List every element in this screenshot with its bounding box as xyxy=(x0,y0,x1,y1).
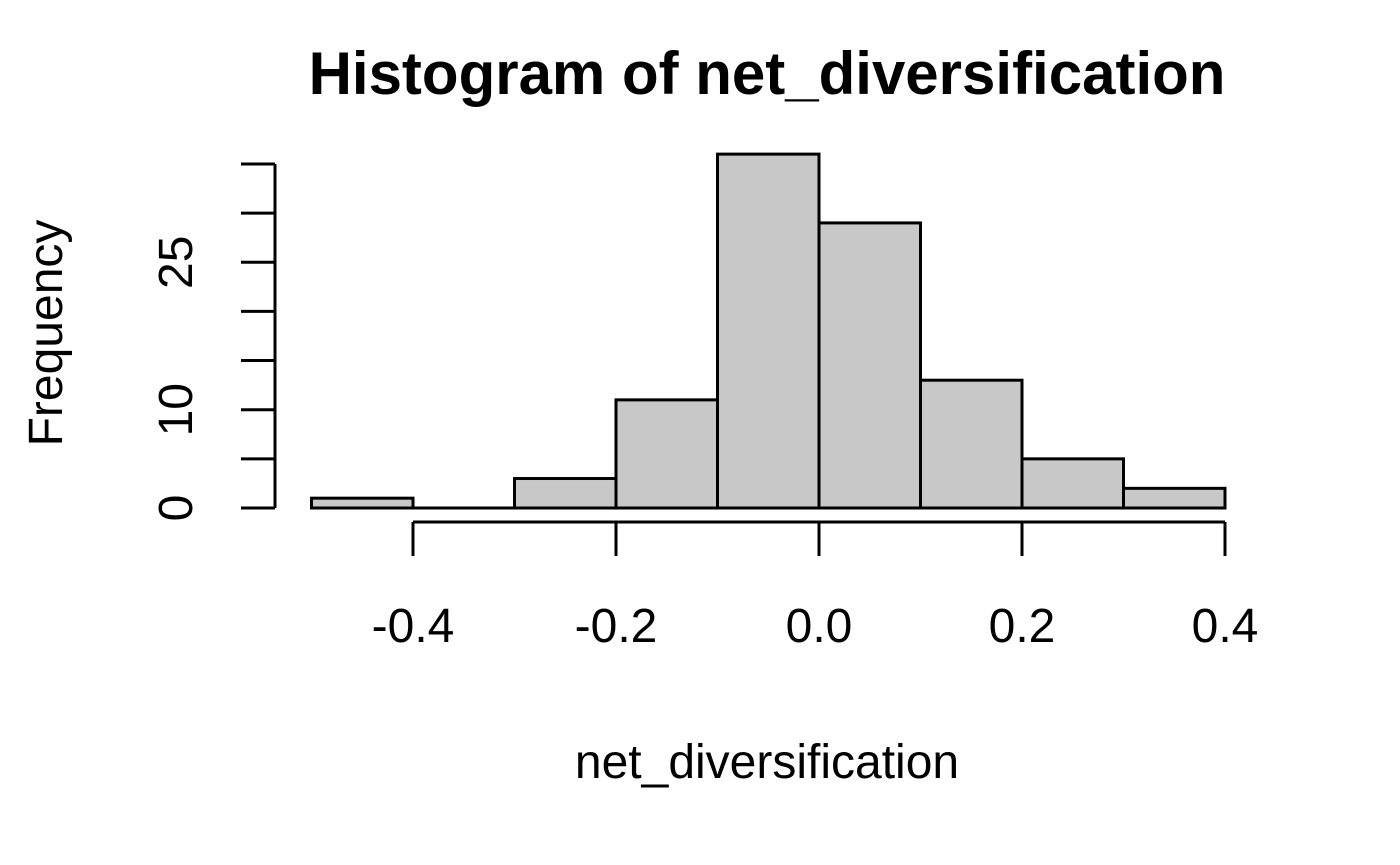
histogram-bar xyxy=(1122,486,1227,510)
histogram-bar xyxy=(614,398,719,510)
x-tick-label: -0.2 xyxy=(575,600,658,653)
x-tick-label: 0.0 xyxy=(786,600,853,653)
bars-group xyxy=(310,152,1227,510)
y-tick-label: 0 xyxy=(150,495,203,522)
chart-title: Histogram of net_diversification xyxy=(309,40,1226,107)
y-tick-label: 10 xyxy=(150,383,203,436)
x-tick-label: -0.4 xyxy=(372,600,455,653)
y-tick-label: 25 xyxy=(150,236,203,289)
x-tick-label: 0.2 xyxy=(989,600,1056,653)
histogram-bar xyxy=(310,496,415,510)
y-axis: 0 10 25 xyxy=(150,162,277,522)
histogram-bar xyxy=(1020,457,1125,510)
histogram-bar xyxy=(716,152,821,510)
histogram-bar xyxy=(919,378,1024,510)
x-tick-label: 0.4 xyxy=(1192,600,1259,653)
histogram-bar xyxy=(513,477,618,510)
x-axis: -0.4 -0.2 0.0 0.2 0.4 xyxy=(372,520,1259,653)
y-axis-label: Frequency xyxy=(20,220,73,447)
histogram-bar xyxy=(817,221,922,510)
x-axis-label: net_diversification xyxy=(575,736,959,789)
